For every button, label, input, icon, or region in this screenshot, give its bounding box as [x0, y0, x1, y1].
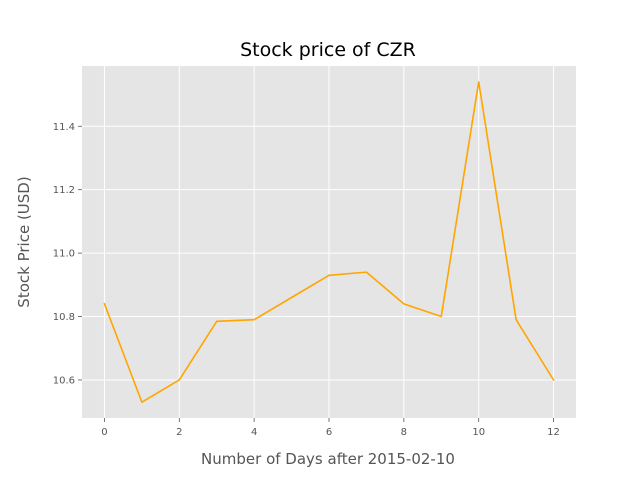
y-tick-label: 11.2 [53, 185, 75, 196]
series-line [103, 81, 555, 403]
x-axis-label: Number of Days after 2015-02-10 [201, 450, 455, 468]
x-tick-label: 0 [101, 427, 107, 438]
y-tick-label: 10.8 [53, 312, 75, 323]
x-axis-ticks: 0 2 4 6 8 10 12 [101, 418, 560, 438]
x-tick-label: 6 [326, 427, 332, 438]
x-tick-label: 2 [176, 427, 182, 438]
y-tick-label: 11.0 [53, 249, 75, 260]
x-tick-label: 12 [547, 427, 560, 438]
chart-title: Stock price of CZR [240, 39, 416, 61]
grid-lines [82, 66, 576, 418]
x-tick-label: 10 [472, 427, 485, 438]
y-axis-label: Stock Price (USD) [15, 176, 33, 307]
y-axis-ticks: 10.6 10.8 11.0 11.2 11.4 [53, 122, 82, 386]
y-tick-label: 10.6 [53, 375, 75, 386]
x-tick-label: 8 [401, 427, 407, 438]
x-tick-label: 4 [251, 427, 257, 438]
y-tick-label: 11.4 [53, 122, 75, 133]
